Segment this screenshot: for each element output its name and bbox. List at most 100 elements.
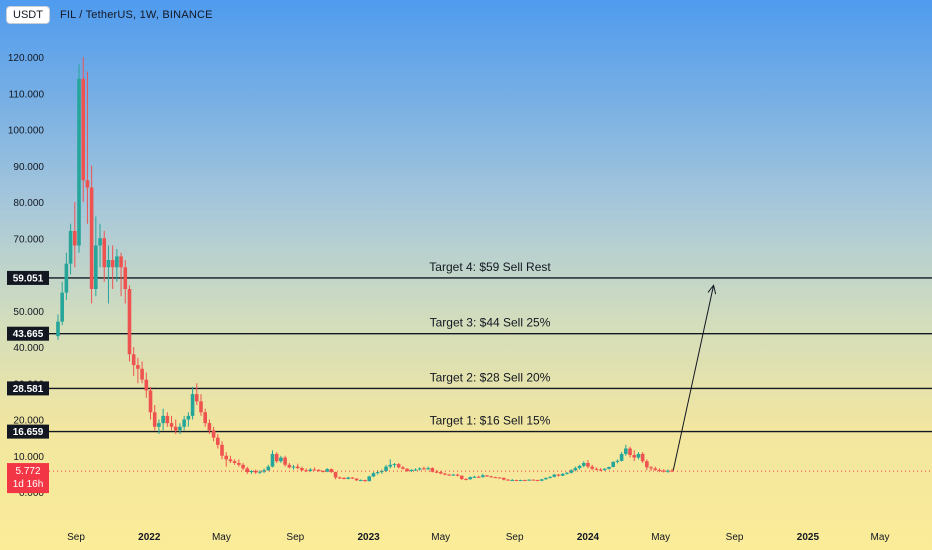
candle-body	[602, 468, 607, 470]
currency-button[interactable]: USDT	[6, 6, 50, 24]
candle-body	[388, 464, 393, 467]
candle-body	[186, 415, 191, 420]
candlestick-series	[56, 57, 674, 482]
candle-body	[514, 480, 519, 482]
candle-body	[653, 468, 658, 470]
candle-body	[199, 401, 203, 413]
candle-body	[295, 466, 300, 469]
candle-body	[371, 473, 376, 477]
candle-body	[413, 469, 418, 471]
candle-body	[119, 256, 123, 268]
candle-body	[85, 180, 90, 188]
candle-body	[598, 469, 603, 471]
candle-body	[619, 453, 624, 461]
y-tick-label: 80.000	[13, 198, 44, 209]
candle-body	[472, 476, 477, 478]
level-badge	[7, 424, 49, 439]
arrow-head	[707, 284, 717, 295]
candle-body	[279, 457, 283, 462]
target-labels: Target 4: $59 Sell Rest Target 3: $44 Sel…	[429, 260, 551, 428]
candle-body	[216, 437, 220, 445]
y-tick-label: 10.000	[13, 452, 44, 463]
bar-countdown: 1d 16h	[13, 479, 44, 490]
candle-body	[581, 463, 586, 466]
candle-body	[556, 474, 561, 476]
candle-body	[586, 463, 590, 467]
candle-body	[552, 474, 557, 477]
candle-body	[657, 469, 662, 471]
candle-body	[577, 465, 582, 469]
candle-body	[190, 394, 195, 416]
candle-body	[384, 466, 388, 471]
candle-body	[645, 461, 649, 468]
candle-body	[136, 365, 140, 369]
level-badge-text: 28.581	[13, 384, 44, 395]
x-tick-label: 2023	[358, 532, 381, 543]
candle-body	[670, 470, 674, 472]
candle-body	[98, 238, 102, 246]
x-tick-label: May	[212, 532, 231, 543]
candle-body	[443, 473, 447, 475]
candle-body	[636, 453, 641, 458]
candle-body	[405, 468, 409, 471]
y-tick-label: 50.000	[13, 307, 44, 318]
candle-body	[169, 423, 174, 427]
candle-body	[401, 467, 405, 469]
target-level-lines	[49, 277, 932, 433]
y-tick-label: 20.000	[13, 416, 44, 427]
candle-body	[72, 231, 77, 246]
y-tick-label: 110.000	[9, 89, 45, 100]
candle-body	[481, 475, 485, 478]
candle-body	[131, 354, 136, 366]
x-tick-label: May	[871, 532, 890, 543]
x-tick-label: May	[431, 532, 450, 543]
candle-body	[346, 477, 351, 479]
candle-body	[115, 256, 119, 268]
candle-body	[291, 466, 296, 468]
candle-body	[342, 477, 346, 479]
candle-body	[451, 474, 456, 476]
candle-body	[396, 464, 401, 468]
x-tick-label: May	[651, 532, 670, 543]
candle-body	[94, 245, 98, 289]
candle-body	[438, 472, 443, 474]
candle-body	[194, 394, 199, 402]
candle-body	[354, 478, 359, 481]
candle-body	[253, 470, 258, 473]
candle-body	[573, 468, 578, 471]
candle-body	[152, 412, 157, 427]
candle-body	[632, 455, 637, 458]
candle-body	[337, 477, 342, 479]
candle-body	[249, 470, 254, 473]
candle-body	[502, 477, 506, 480]
candle-body	[274, 453, 279, 462]
x-tick-label: Sep	[506, 532, 524, 543]
candle-body	[258, 471, 262, 473]
candle-body	[531, 479, 536, 481]
candle-body	[56, 321, 60, 337]
candle-body	[283, 457, 287, 465]
candle-body	[649, 467, 653, 469]
candle-body	[611, 461, 616, 467]
candle-body	[459, 475, 464, 479]
candle-body	[523, 480, 527, 482]
x-tick-label: Sep	[286, 532, 304, 543]
candle-body	[624, 448, 628, 454]
candle-body	[489, 476, 494, 478]
candle-body	[535, 480, 540, 482]
candle-body	[392, 464, 397, 466]
candle-body	[77, 78, 81, 246]
candle-body	[506, 479, 510, 481]
candle-body	[560, 473, 565, 476]
x-tick-label: Sep	[67, 532, 85, 543]
candle-body	[106, 260, 111, 268]
candle-body	[245, 468, 250, 473]
candle-body	[144, 379, 149, 391]
candle-body	[367, 476, 372, 482]
candle-body	[68, 231, 73, 264]
candle-body	[333, 472, 338, 478]
candle-body	[430, 468, 435, 472]
price-badges: 59.051 43.665 28.581 16.659 5.772 1d 16h	[7, 270, 932, 494]
candle-body	[241, 464, 245, 469]
